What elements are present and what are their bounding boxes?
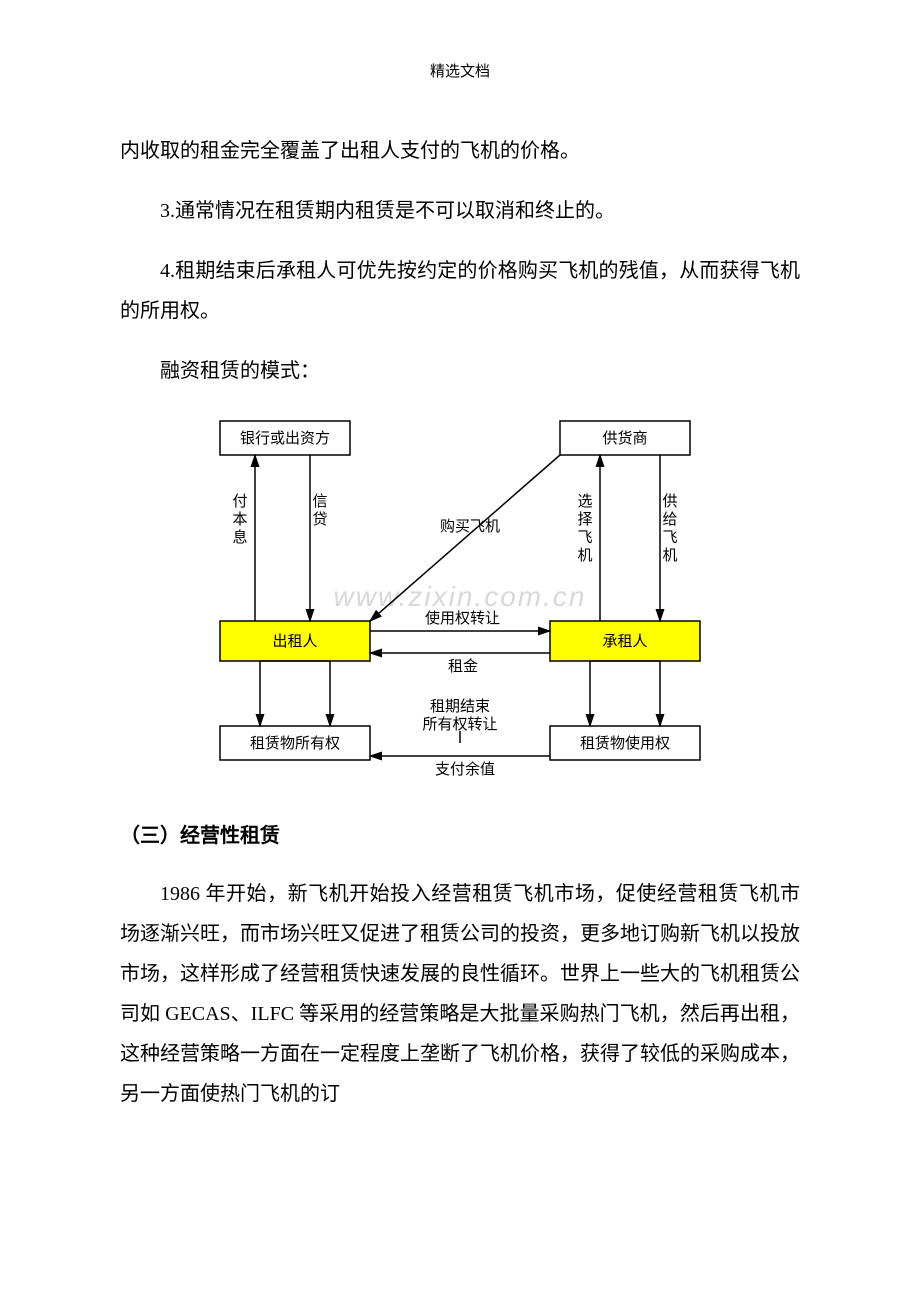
svg-text:选: 选 xyxy=(577,493,592,510)
svg-text:息: 息 xyxy=(232,529,247,546)
svg-text:给: 给 xyxy=(662,511,677,528)
svg-text:供货商: 供货商 xyxy=(602,430,647,447)
svg-text:机: 机 xyxy=(577,547,592,564)
svg-text:贷: 贷 xyxy=(312,511,327,528)
flowchart-diagram: www.zixin.com.cn 银行或出资方 供货商出租人 承租人租赁物所有权 租赁物… xyxy=(200,411,720,786)
svg-text:使用权转让: 使用权转让 xyxy=(425,610,500,627)
header-label: 精选文档 xyxy=(120,60,800,81)
svg-text:供: 供 xyxy=(662,493,677,510)
svg-text:承租人: 承租人 xyxy=(602,633,647,650)
svg-text:飞: 飞 xyxy=(662,530,677,546)
svg-text:租金: 租金 xyxy=(448,658,478,675)
svg-text:银行或出资方: 银行或出资方 xyxy=(240,430,330,447)
svg-text:所有权转让: 所有权转让 xyxy=(422,716,497,733)
svg-text:租赁物使用权: 租赁物使用权 xyxy=(580,735,670,752)
svg-text:租赁物所有权: 租赁物所有权 xyxy=(250,735,340,752)
svg-text:购买飞机: 购买飞机 xyxy=(440,518,500,535)
svg-text:飞: 飞 xyxy=(577,530,592,546)
svg-text:本: 本 xyxy=(232,511,247,528)
para-1: 内收取的租金完全覆盖了出租人支付的飞机的价格。 xyxy=(120,131,800,171)
svg-text:支付余值: 支付余值 xyxy=(435,760,495,778)
svg-text:机: 机 xyxy=(662,547,677,564)
svg-text:www.zixin.com.cn: www.zixin.com.cn xyxy=(334,581,587,612)
svg-text:信: 信 xyxy=(312,493,327,510)
para-5: 1986 年开始，新飞机开始投入经营租赁飞机市场，促使经营租赁飞机市场逐渐兴旺，… xyxy=(120,874,800,1114)
para-2: 3.通常情况在租赁期内租赁是不可以取消和终止的。 xyxy=(120,191,800,231)
section-heading: （三）经营性租赁 xyxy=(120,816,800,856)
para-3: 4.租期结束后承租人可优先按约定的价格购买飞机的残值，从而获得飞机的所用权。 xyxy=(120,251,800,331)
svg-text:出租人: 出租人 xyxy=(272,633,317,650)
svg-text:租期结束: 租期结束 xyxy=(430,698,490,715)
para-4: 融资租赁的模式： xyxy=(120,351,800,391)
svg-text:择: 择 xyxy=(577,511,592,528)
flowchart-svg: www.zixin.com.cn 银行或出资方 供货商出租人 承租人租赁物所有权 租赁物… xyxy=(200,411,720,781)
svg-text:付: 付 xyxy=(232,493,247,510)
